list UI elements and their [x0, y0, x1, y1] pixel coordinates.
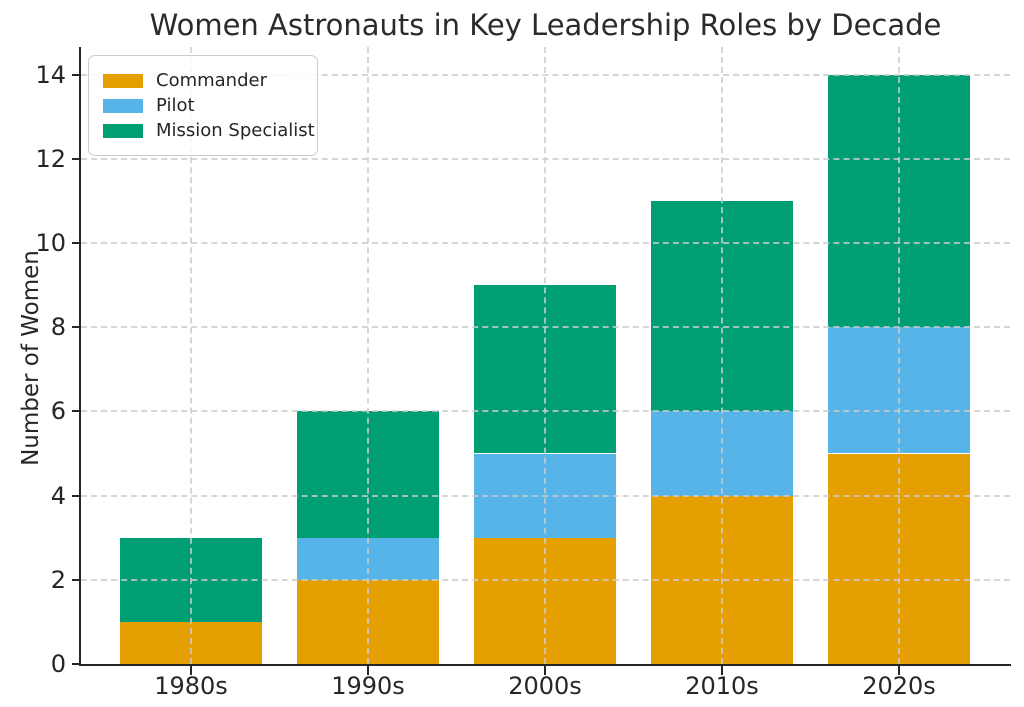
y-tick-mark-2	[72, 578, 81, 581]
gridline-vertical-1980s	[190, 47, 192, 664]
legend: Commander Pilot Mission Specialist	[88, 55, 318, 156]
y-tick-label-12: 12	[35, 144, 66, 173]
legend-item-commander: Commander	[103, 69, 303, 92]
x-axis-spine	[79, 664, 1011, 666]
y-tick-label-4: 4	[50, 481, 66, 510]
y-tick-mark-14	[72, 73, 81, 76]
y-axis-spine	[79, 47, 81, 666]
x-tick-mark-2000s	[544, 666, 546, 675]
gridline-vertical-2020s	[898, 47, 900, 664]
x-tick-mark-1980s	[190, 666, 192, 675]
x-tick-mark-1990s	[367, 666, 369, 675]
y-tick-label-0: 0	[50, 650, 66, 678]
y-tick-mark-6	[72, 410, 81, 413]
y-tick-label-6: 6	[50, 397, 66, 426]
x-tick-label-1990s: 1990s	[331, 672, 405, 700]
legend-swatch-mission-specialist	[103, 123, 143, 138]
y-tick-mark-4	[72, 494, 81, 497]
gridline-vertical-1990s	[367, 47, 369, 664]
y-tick-mark-10	[72, 242, 81, 244]
legend-swatch-commander	[103, 73, 143, 88]
legend-swatch-pilot	[103, 98, 143, 113]
x-tick-label-2000s: 2000s	[508, 672, 582, 700]
y-tick-label-14: 14	[35, 60, 66, 89]
y-tick-label-2: 2	[50, 565, 66, 594]
y-tick-mark-8	[72, 326, 81, 329]
x-tick-label-2020s: 2020s	[862, 672, 936, 700]
gridline-vertical-2000s	[544, 47, 546, 664]
y-tick-label-10: 10	[35, 229, 66, 257]
y-tick-label-8: 8	[50, 313, 66, 342]
legend-item-mission-specialist: Mission Specialist	[103, 119, 315, 142]
legend-label-pilot: Pilot	[156, 95, 195, 116]
x-tick-mark-2010s	[721, 666, 723, 675]
x-tick-mark-2020s	[898, 666, 900, 675]
legend-label-mission-specialist: Mission Specialist	[156, 120, 315, 141]
y-tick-mark-12	[72, 157, 81, 160]
gridline-vertical-2010s	[721, 47, 723, 664]
y-axis-label: Number of Women	[18, 250, 44, 466]
legend-item-pilot: Pilot	[103, 94, 303, 117]
x-tick-label-2010s: 2010s	[685, 672, 759, 700]
legend-label-commander: Commander	[156, 70, 267, 91]
x-tick-label-1980s: 1980s	[154, 672, 228, 700]
chart-title: Women Astronauts in Key Leadership Roles…	[149, 8, 942, 42]
y-tick-mark-0	[72, 663, 81, 665]
